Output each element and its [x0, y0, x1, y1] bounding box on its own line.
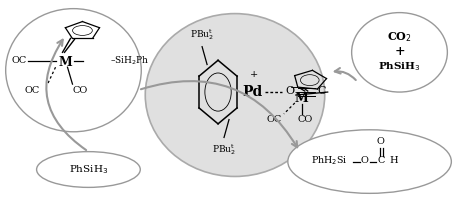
Ellipse shape — [352, 13, 447, 92]
Text: OC: OC — [11, 56, 26, 65]
Text: $-$: $-$ — [289, 81, 299, 91]
Text: H: H — [389, 156, 398, 165]
Text: O: O — [361, 156, 368, 165]
Text: PhSiH$_3$: PhSiH$_3$ — [69, 163, 108, 176]
Text: O: O — [376, 137, 384, 146]
Text: CO: CO — [73, 86, 88, 95]
Text: M: M — [295, 92, 309, 105]
Text: OC: OC — [266, 115, 282, 124]
Ellipse shape — [288, 130, 451, 193]
Text: CO: CO — [297, 115, 312, 124]
Text: Pd: Pd — [242, 85, 262, 99]
Text: PBu$_2^\mathsf{t}$: PBu$_2^\mathsf{t}$ — [190, 27, 214, 42]
Ellipse shape — [6, 9, 142, 132]
Text: +: + — [250, 70, 258, 79]
Text: –SiH$_2$Ph: –SiH$_2$Ph — [110, 54, 150, 67]
Text: M: M — [59, 56, 72, 69]
Text: +: + — [394, 45, 405, 58]
Text: PhH$_2$Si: PhH$_2$Si — [311, 154, 348, 167]
Ellipse shape — [36, 152, 140, 187]
Text: O: O — [285, 86, 294, 96]
Text: PBu$_2^\mathsf{t}$: PBu$_2^\mathsf{t}$ — [212, 142, 236, 157]
Text: CO$_2$: CO$_2$ — [387, 31, 412, 44]
Text: C: C — [378, 156, 385, 165]
Ellipse shape — [145, 14, 325, 176]
Text: PhSiH$_3$: PhSiH$_3$ — [378, 60, 421, 73]
Text: OC: OC — [25, 86, 40, 95]
Text: C: C — [318, 86, 326, 96]
